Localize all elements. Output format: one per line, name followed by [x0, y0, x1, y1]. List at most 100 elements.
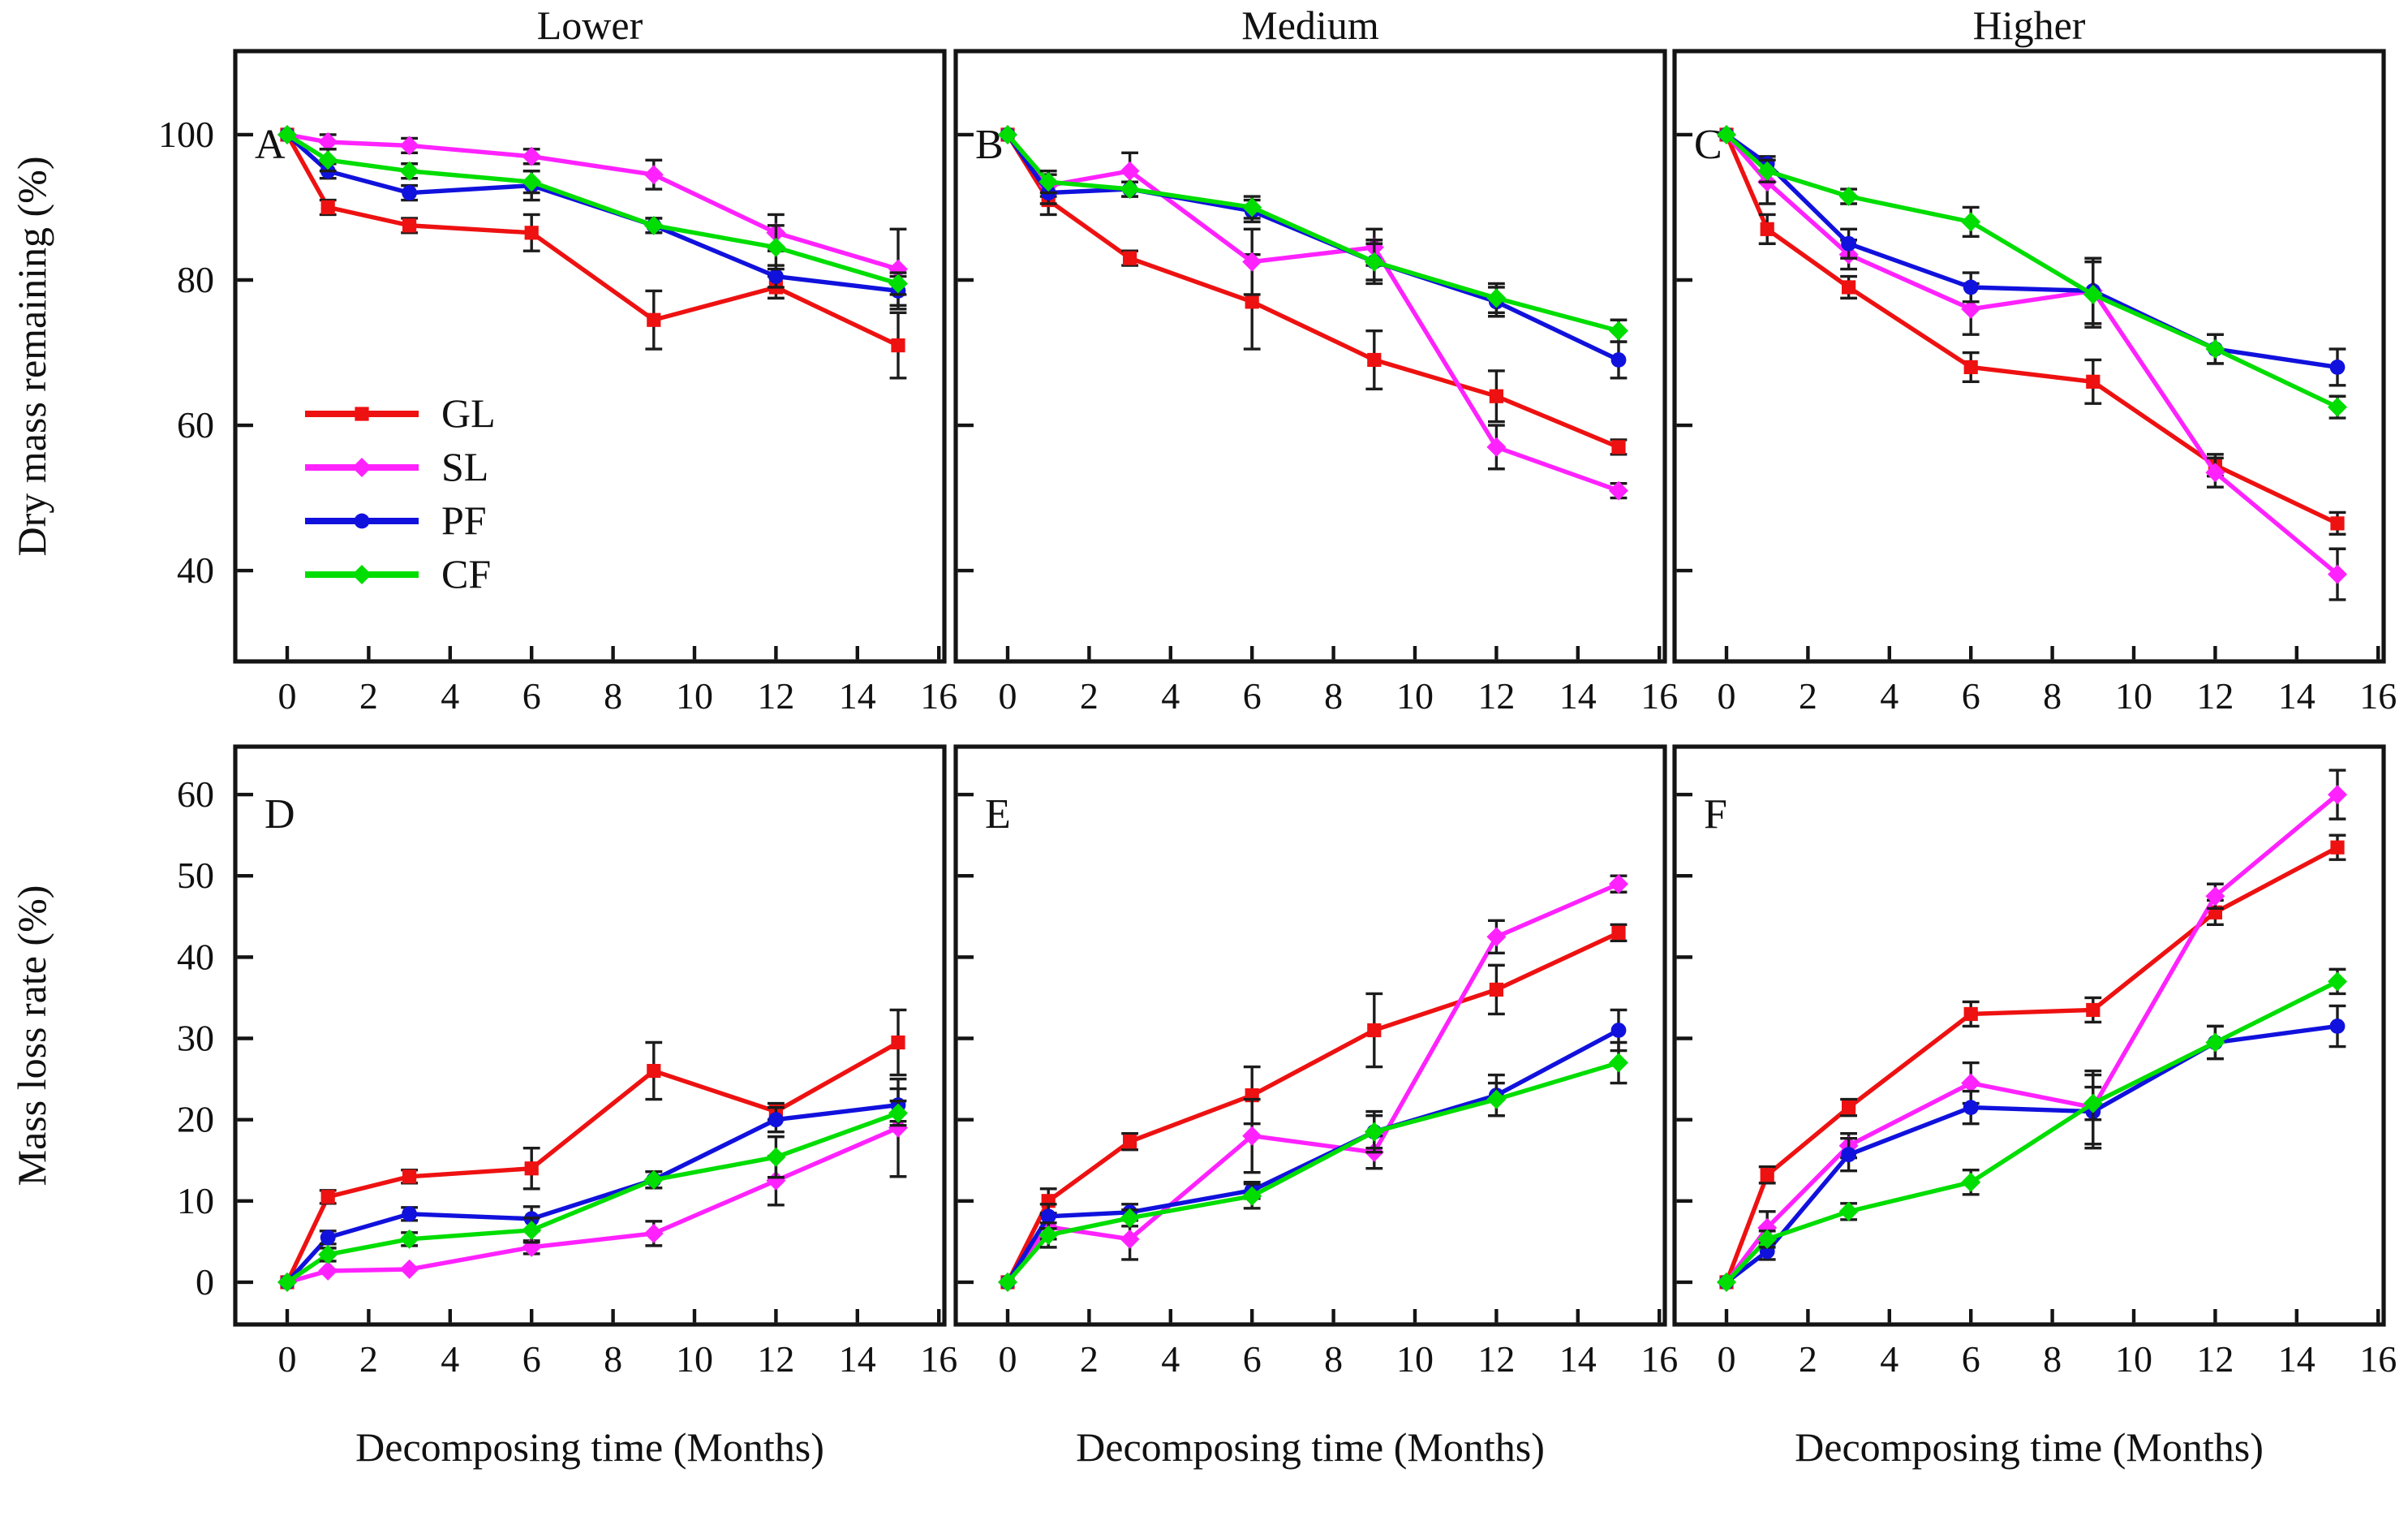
series-marker-square: [1245, 295, 1259, 309]
series-marker-diamond: [1038, 172, 1059, 192]
panel-d-frame: [233, 744, 947, 1327]
y-tick-label: 60: [177, 404, 214, 446]
legend-label-cf: CF: [441, 551, 491, 596]
y-tick-label: 100: [158, 114, 214, 155]
series-marker-diamond: [352, 458, 372, 477]
x-tick-label: 12: [1477, 1338, 1515, 1380]
series-marker-diamond: [522, 146, 542, 166]
legend-label-pf: PF: [441, 497, 487, 543]
series-marker-circle: [2329, 360, 2346, 375]
x-tick-label: 14: [1559, 675, 1597, 717]
series-marker-square: [1760, 1168, 1774, 1182]
series-marker-diamond: [2205, 339, 2225, 360]
x-tick-label: 4: [1880, 675, 1898, 717]
x-tick-label: 2: [1799, 675, 1817, 717]
series-marker-diamond: [2083, 1093, 2103, 1113]
series-marker-diamond: [318, 1260, 338, 1281]
x-tick-label: 16: [2359, 675, 2397, 717]
series-marker-diamond: [1757, 161, 1778, 181]
series-marker-square: [2086, 1002, 2101, 1018]
x-tick-label: 8: [604, 1338, 622, 1380]
x-tick-label: 8: [1324, 1338, 1343, 1380]
series-marker-diamond: [2328, 971, 2347, 992]
series-marker-diamond: [1609, 480, 1628, 501]
series-marker-diamond: [2328, 564, 2347, 584]
series-marker-diamond: [643, 165, 664, 185]
x-tick-label: 0: [999, 1338, 1017, 1380]
x-tick-label: 4: [441, 1338, 459, 1380]
series-marker-circle: [402, 1206, 417, 1222]
series-marker-diamond: [888, 1103, 908, 1123]
series-marker-square: [1963, 360, 1978, 375]
x-tick-label: 0: [1718, 675, 1736, 717]
series-marker-square: [647, 312, 661, 327]
series-marker-diamond: [1717, 124, 1736, 144]
series-marker-square: [2086, 374, 2101, 389]
series-marker-diamond: [1364, 252, 1384, 272]
series-marker-diamond: [1961, 1073, 1981, 1093]
series-marker-diamond: [399, 1229, 419, 1249]
series-marker-diamond: [1486, 1089, 1507, 1109]
series-marker-diamond: [1242, 1126, 1262, 1146]
y-tick-label: 20: [177, 1099, 214, 1140]
series-marker-diamond: [318, 1244, 338, 1264]
series-marker-diamond: [1120, 1229, 1140, 1249]
series-marker-square: [402, 1169, 417, 1184]
series-marker-square: [524, 226, 539, 240]
series-marker-square: [2330, 840, 2345, 855]
x-tick-label: 12: [2196, 675, 2234, 717]
x-tick-label: 8: [604, 675, 622, 717]
series-marker-diamond: [1364, 1122, 1384, 1142]
series-marker-diamond: [1757, 1229, 1778, 1249]
series-marker-diamond: [888, 1118, 908, 1138]
panel-title: Higher: [1973, 2, 2086, 48]
series-marker-square: [647, 1063, 661, 1079]
x-tick-label: 16: [920, 1338, 957, 1380]
x-tick-label: 16: [1640, 675, 1678, 717]
series-marker-diamond: [766, 1170, 786, 1191]
series-marker-diamond: [1609, 321, 1628, 341]
series-marker-circle: [402, 185, 417, 200]
series-marker-diamond: [2205, 1032, 2225, 1053]
series-marker-circle: [320, 1230, 336, 1246]
x-tick-label: 8: [2043, 675, 2062, 717]
series-marker-circle: [1610, 352, 1627, 368]
panel-e-frame: [953, 744, 1667, 1327]
series-marker-diamond: [399, 1259, 419, 1279]
series-marker-diamond: [1961, 299, 1981, 319]
series-marker-circle: [1841, 1147, 1857, 1163]
series-marker-diamond: [318, 150, 338, 170]
x-tick-label: 0: [278, 1338, 297, 1380]
row1-y-axis-label: Dry mass remaining (%): [9, 157, 54, 557]
series-marker-diamond: [1717, 1272, 1736, 1292]
panel-letter: C: [1694, 122, 1722, 168]
series-marker-diamond: [766, 1147, 786, 1167]
series-marker-diamond: [522, 1220, 542, 1240]
y-tick-label: 50: [177, 855, 214, 896]
x-tick-label: 16: [2359, 1338, 2397, 1380]
series-marker-diamond: [399, 161, 419, 181]
series-marker-diamond: [998, 1272, 1017, 1292]
series-marker-square: [1842, 280, 1856, 295]
x-tick-label: 6: [522, 675, 541, 717]
x-tick-label: 14: [2278, 675, 2316, 717]
series-marker-diamond: [1838, 187, 1859, 207]
series-marker-circle: [1610, 1023, 1627, 1038]
y-tick-label: 60: [177, 773, 214, 815]
y-tick-label: 40: [177, 549, 214, 591]
series-marker-diamond: [352, 565, 372, 584]
x-tick-label: 2: [1799, 1338, 1817, 1380]
x-tick-label: 0: [278, 675, 297, 717]
series-marker-circle: [1963, 1100, 1979, 1116]
y-tick-label: 80: [177, 259, 214, 300]
series-marker-square: [1123, 251, 1137, 265]
x-tick-label: 14: [1559, 1338, 1597, 1380]
series-marker-diamond: [1038, 1225, 1059, 1245]
series-marker-circle: [354, 513, 370, 529]
series-marker-square: [1760, 222, 1774, 236]
x-tick-label: 12: [757, 1338, 794, 1380]
legend-label-gl: GL: [441, 390, 496, 436]
series-marker-diamond: [643, 1223, 664, 1243]
